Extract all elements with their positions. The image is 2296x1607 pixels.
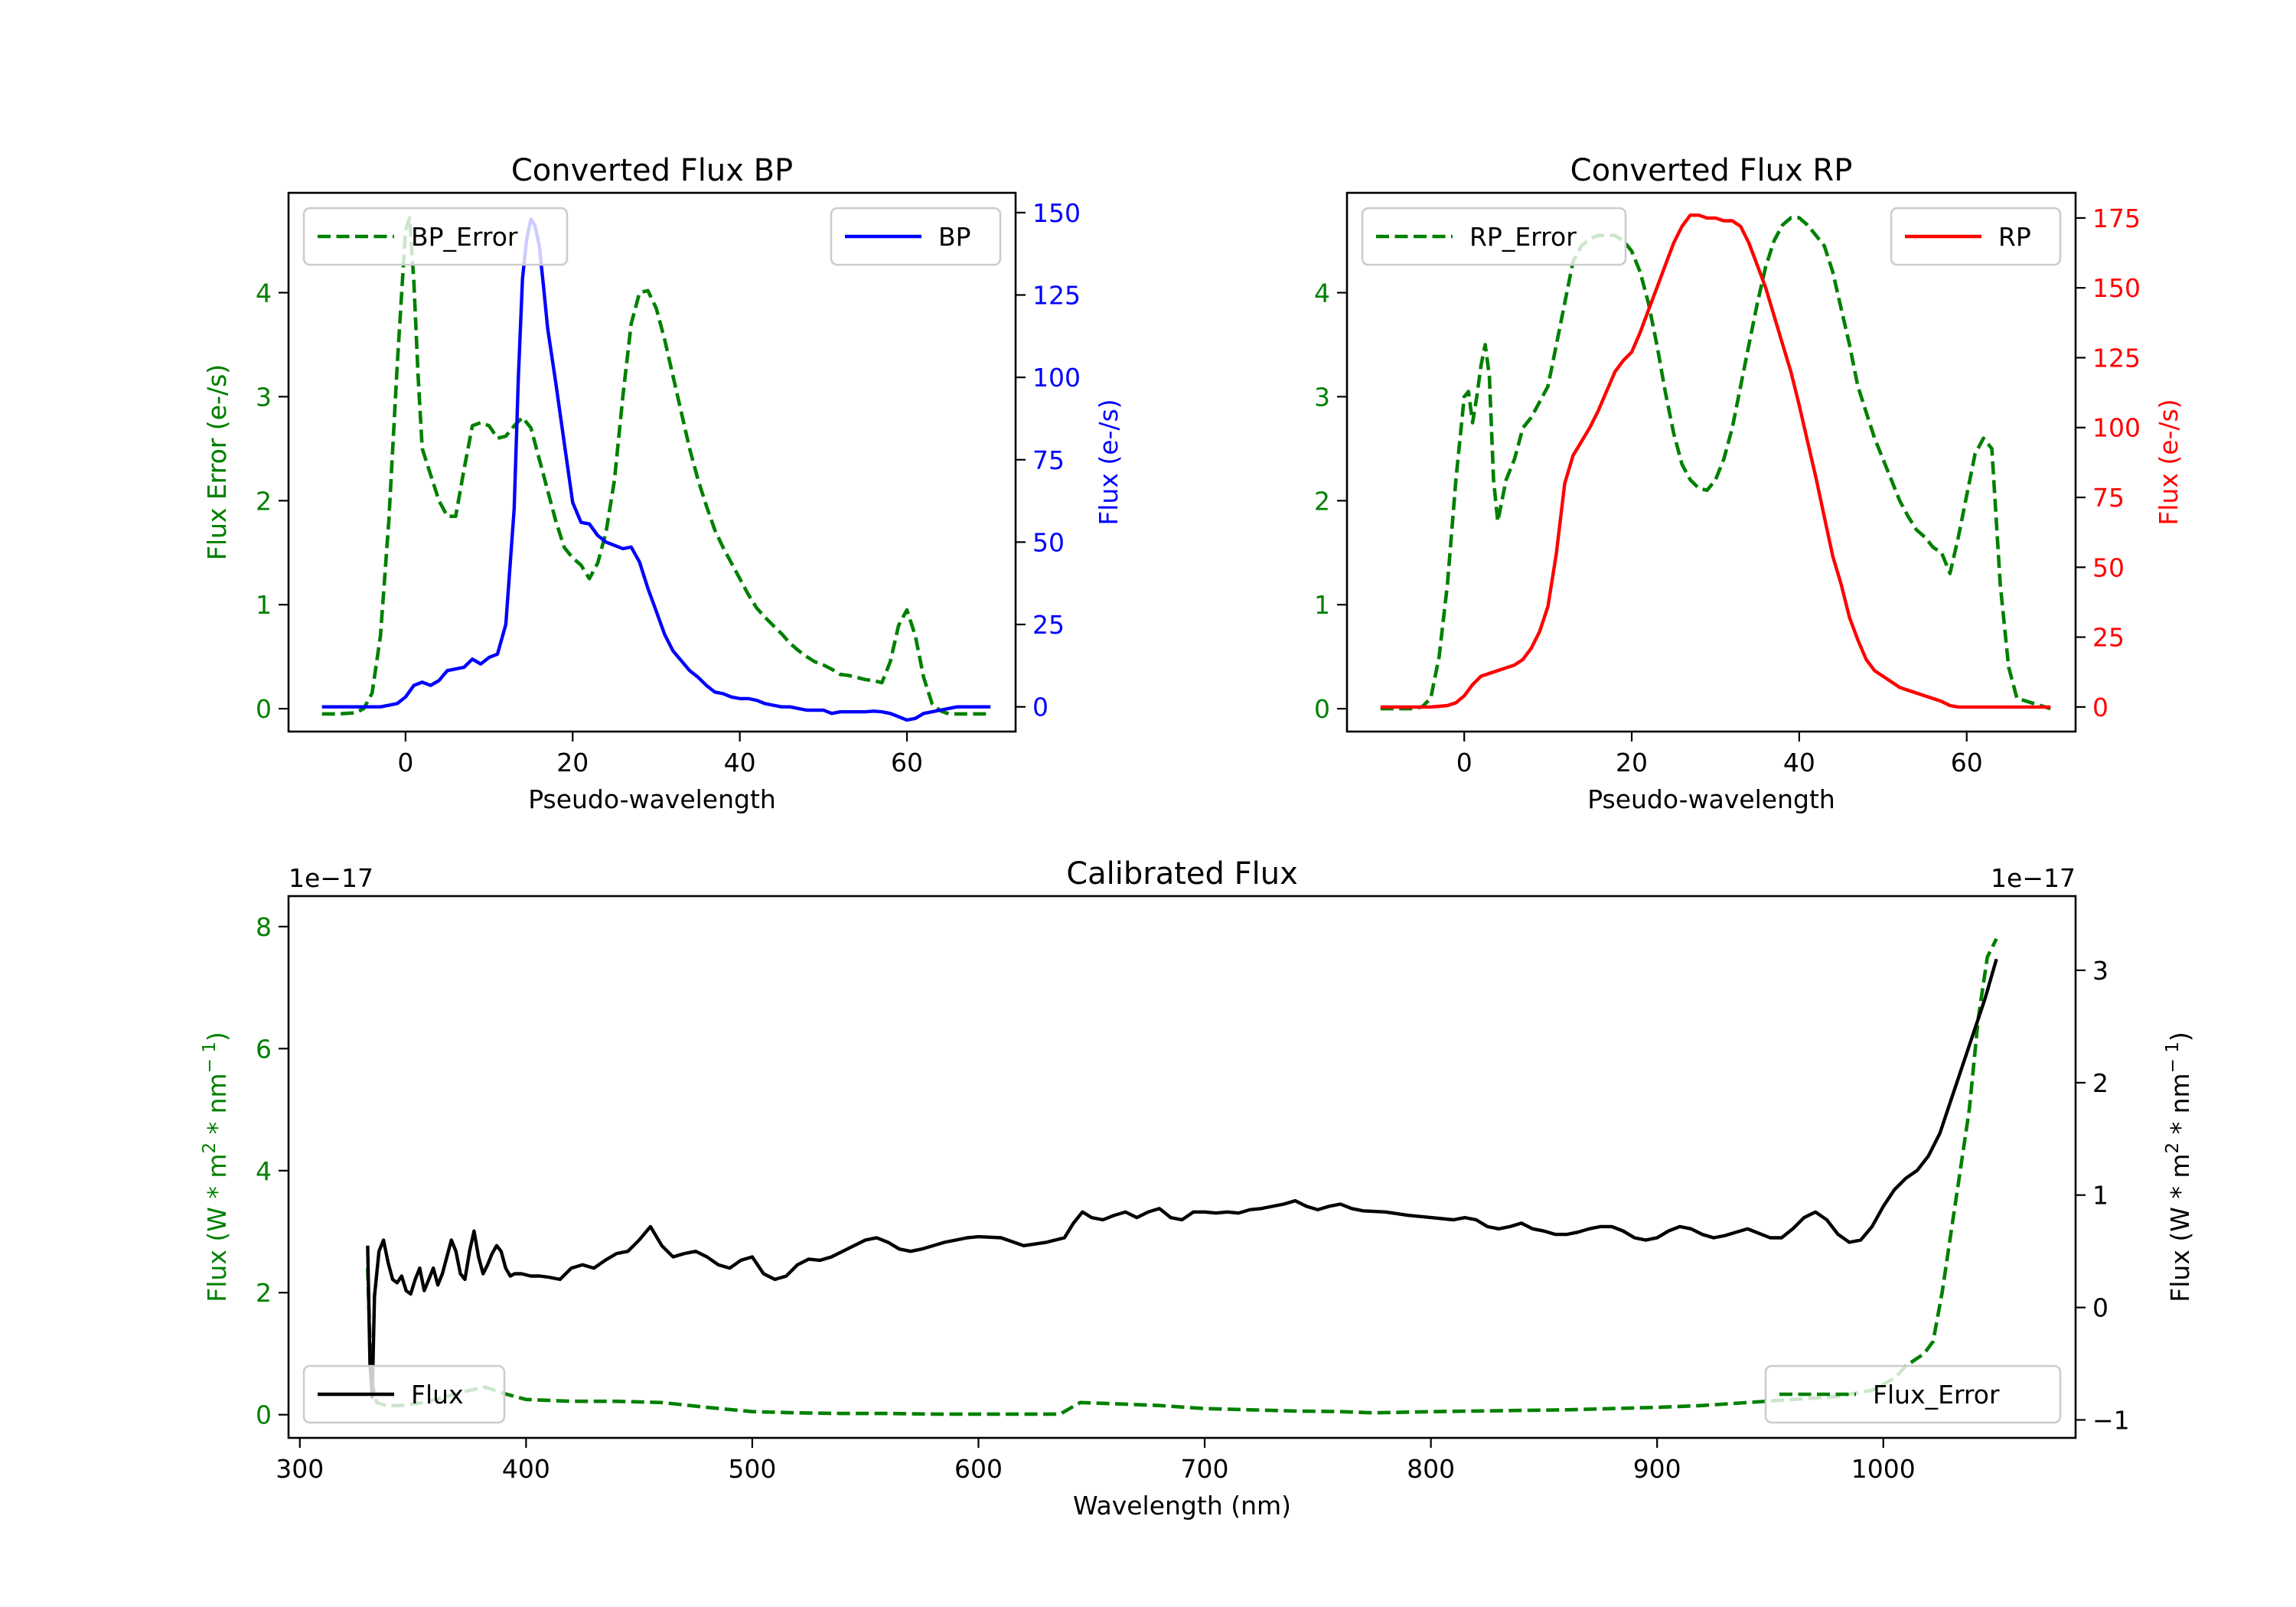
y-left-tick-label: 0	[1314, 694, 1330, 724]
y-left-tick-label: 8	[256, 912, 272, 942]
axes-frame	[1345, 191, 2077, 733]
chart-title: Converted Flux RP	[1570, 153, 1853, 188]
legend-box	[1764, 1364, 2062, 1424]
x-tick-label: 1000	[1851, 1454, 1916, 1484]
axes-frame	[287, 895, 2077, 1439]
x-tick-label: 500	[728, 1454, 776, 1484]
x-tick-label: 400	[502, 1454, 550, 1484]
x-axis-label: Pseudo-wavelength	[528, 784, 776, 814]
y-right-tick-label: 150	[1032, 198, 1081, 228]
y-right-tick-label: 25	[1032, 610, 1065, 640]
y-left-offset-text: 1e−17	[289, 863, 373, 893]
y-left-tick-label: 1	[256, 590, 272, 620]
y-right-tick-label: 3	[2092, 956, 2108, 986]
y-right-axis-label: Flux (W * m2 * nm− 1)	[2163, 1032, 2195, 1302]
series-rp-error	[1380, 216, 2051, 711]
y-right-tick-label: 0	[1032, 693, 1049, 722]
y-right-tick-label: 100	[2092, 413, 2141, 443]
series-flux	[366, 958, 1998, 1400]
x-tick-label: 60	[1951, 748, 1983, 777]
y-right-tick-label: −1	[2092, 1405, 2130, 1435]
legend-box	[302, 1364, 506, 1424]
legend-box	[302, 207, 569, 266]
x-axis-label: Wavelength (nm)	[1073, 1491, 1291, 1521]
y-left-tick-label: 6	[256, 1034, 272, 1064]
y-left-axis-label: Flux Error (e-/s)	[202, 364, 232, 560]
y-right-offset-text: 1e−17	[1991, 863, 2076, 893]
plot-area	[1380, 214, 2051, 711]
y-left-tick-label: 4	[256, 1156, 272, 1186]
y-left-axis-label: Flux (W * m2 * nm− 1)	[200, 1032, 232, 1302]
y-right-tick-label: 0	[2092, 1293, 2108, 1323]
y-right-tick-label: 25	[2092, 623, 2125, 653]
legend-lower-left: Flux	[302, 1364, 506, 1424]
x-tick-label: 40	[724, 748, 756, 777]
y-left-tick-label: 3	[1314, 382, 1330, 412]
legend-upper-right: BP	[830, 207, 1002, 266]
x-tick-label: 0	[1456, 748, 1473, 777]
y-right-tick-label: 1	[2092, 1181, 2108, 1211]
series-bp-error	[321, 216, 991, 716]
chart-title: Calibrated Flux	[1066, 856, 1298, 892]
y-right-tick-label: 75	[1032, 445, 1065, 475]
x-tick-label: 0	[397, 748, 413, 777]
y-left-tick-label: 0	[256, 694, 272, 724]
y-right-tick-label: 150	[2092, 273, 2141, 303]
x-tick-label: 300	[276, 1454, 324, 1484]
legend-upper-left: BP_Error	[302, 207, 569, 266]
legend-upper-left: RP_Error	[1361, 207, 1627, 266]
x-tick-label: 600	[954, 1454, 1003, 1484]
legend-lower-right: Flux_Error	[1764, 1364, 2062, 1424]
x-tick-label: 900	[1633, 1454, 1681, 1484]
y-left-tick-label: 2	[1314, 486, 1330, 516]
y-left-tick-label: 3	[256, 382, 272, 412]
y-right-tick-label: 50	[2092, 553, 2125, 582]
x-axis-label: Pseudo-wavelength	[1587, 784, 1835, 814]
y-left-axis-label: Flux Error (e-/s)	[202, 364, 232, 560]
y-left-tick-label: 2	[256, 1278, 272, 1308]
legend-label: Flux_Error	[1873, 1380, 2000, 1410]
y-right-tick-label: 125	[1032, 280, 1081, 310]
y-right-tick-label: 0	[2092, 693, 2108, 722]
plot-area	[366, 937, 1998, 1416]
legend-label: RP	[1998, 222, 2031, 252]
y-left-tick-label: 4	[256, 278, 272, 308]
legend-label: RP_Error	[1469, 222, 1577, 252]
series-rp	[1380, 214, 2051, 709]
legend-label: Flux	[411, 1380, 464, 1410]
x-tick-label: 800	[1407, 1454, 1455, 1484]
series-flux-error	[366, 937, 1998, 1416]
chart-calibrated: 300 400 500 600 700 800 900 1000 0 2 4 6 8 −1 0 1 2 3 Cali…	[200, 856, 2195, 1521]
legend-label: BP	[938, 222, 971, 252]
y-right-axis-label: Flux (e-/s)	[2154, 399, 2183, 525]
y-right-axis-label: Flux (e-/s)	[1094, 399, 1124, 525]
y-right-tick-label: 175	[2092, 204, 2141, 233]
chart-title: Converted Flux BP	[511, 153, 793, 188]
axes-frame	[287, 191, 1017, 733]
y-left-tick-label: 0	[256, 1400, 272, 1430]
y-right-tick-label: 75	[2092, 483, 2125, 513]
x-tick-label: 40	[1783, 748, 1815, 777]
x-tick-label: 20	[556, 748, 589, 777]
series-bp	[321, 217, 991, 722]
y-right-tick-label: 100	[1032, 363, 1081, 393]
y-right-tick-label: 50	[1032, 527, 1065, 557]
y-right-tick-label: 2	[2092, 1068, 2108, 1098]
x-tick-label: 20	[1616, 748, 1648, 777]
legend-upper-right: RP	[1890, 207, 2062, 266]
legend-box	[1361, 207, 1627, 266]
y-left-tick-label: 2	[256, 486, 272, 516]
legend-label: BP_Error	[411, 222, 518, 252]
x-tick-label: 700	[1181, 1454, 1229, 1484]
x-tick-label: 60	[891, 748, 923, 777]
y-left-tick-label: 1	[1314, 590, 1330, 620]
plot-area	[321, 216, 991, 722]
y-left-tick-label: 4	[1314, 278, 1330, 308]
y-right-tick-label: 125	[2092, 343, 2141, 373]
chart-rp: 0 20 40 60012340255075100125150175Converted…	[202, 153, 2183, 814]
